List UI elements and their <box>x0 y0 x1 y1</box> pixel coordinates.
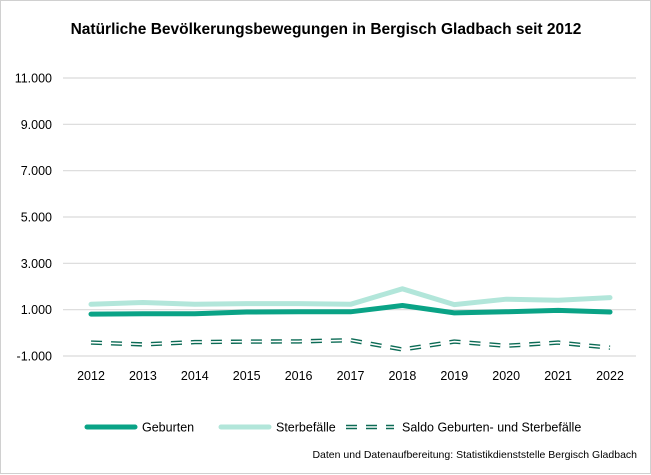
y-axis-ticks: -1.000 1.000 3.000 5.000 7.000 9.000 11.000 <box>15 72 52 364</box>
y-tick-label: 1.000 <box>21 303 52 317</box>
x-tick-label: 2016 <box>285 369 313 383</box>
y-tick-label: -1.000 <box>17 350 52 364</box>
series-line-1 <box>88 286 613 308</box>
chart-title: Natürliche Bevölkerungsbewegungen in Ber… <box>71 21 582 38</box>
x-tick-label: 2020 <box>492 369 520 383</box>
y-tick-label: 7.000 <box>21 164 52 178</box>
series-line-0 <box>88 303 613 317</box>
legend: Geburten Sterbefälle Saldo Geburten- und S… <box>84 421 581 435</box>
legend-label: Sterbefälle <box>276 421 336 435</box>
x-tick-label: 2012 <box>77 369 105 383</box>
x-axis-ticks: 2012 2013 2014 2015 2016 2017 2018 2019 2020 2021… <box>77 369 624 383</box>
x-tick-label: 2022 <box>596 369 624 383</box>
x-tick-label: 2015 <box>233 369 261 383</box>
x-tick-label: 2019 <box>440 369 468 383</box>
x-tick-label: 2018 <box>388 369 416 383</box>
y-tick-label: 11.000 <box>15 72 52 86</box>
x-tick-label: 2013 <box>129 369 157 383</box>
x-tick-label: 2021 <box>544 369 572 383</box>
x-tick-label: 2017 <box>337 369 365 383</box>
y-tick-label: 5.000 <box>21 211 52 225</box>
legend-label: Geburten <box>142 421 194 435</box>
gridlines <box>63 77 636 357</box>
series-lines <box>88 286 613 352</box>
source-note: Daten und Datenaufbereitung: Statistikdi… <box>312 449 637 461</box>
legend-label: Saldo Geburten- und Sterbefälle <box>402 421 581 435</box>
x-tick-label: 2014 <box>181 369 209 383</box>
y-tick-label: 9.000 <box>21 118 52 132</box>
y-tick-label: 3.000 <box>21 257 52 271</box>
series-line-inner-2 <box>90 339 611 351</box>
